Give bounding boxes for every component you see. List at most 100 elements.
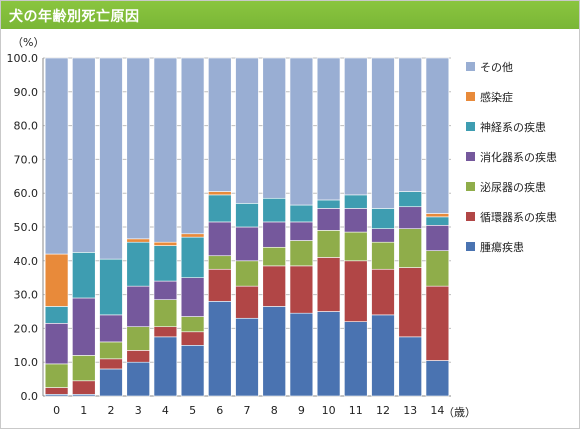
bar-segment	[262, 57, 286, 199]
legend-label: 感染症	[480, 90, 513, 104]
bar-segment	[262, 221, 286, 248]
y-tick-label: 10.0	[14, 356, 39, 369]
bar-segment	[44, 57, 69, 255]
bar-segment	[208, 301, 232, 397]
bar-segment	[99, 368, 123, 397]
legend-swatch	[466, 92, 475, 101]
bar-segment	[44, 363, 69, 388]
bar-segment	[126, 241, 150, 287]
x-tick-label: 4	[162, 404, 169, 417]
x-tick-label: 12	[376, 404, 390, 417]
bar-segment	[289, 240, 314, 267]
bar-segment	[72, 252, 96, 299]
bar-segment	[99, 258, 123, 316]
bar-segment	[208, 221, 232, 257]
bar-segment	[425, 57, 450, 214]
bar-segment	[72, 355, 96, 382]
bar-segment	[153, 336, 178, 397]
bar-segment	[316, 311, 341, 397]
bar-segment	[126, 57, 150, 240]
bar-segment	[344, 57, 368, 196]
bar-segment	[371, 208, 395, 229]
bar-segment	[99, 358, 123, 370]
bar-segment	[235, 203, 259, 228]
bar-segment	[153, 245, 178, 282]
legend-swatch	[466, 62, 475, 71]
legend-label: その他	[480, 61, 513, 74]
y-tick-label: 100.0	[7, 52, 39, 65]
bar-segment	[262, 246, 286, 267]
bar-segment	[344, 260, 368, 322]
y-tick-label: 90.0	[14, 86, 39, 99]
x-tick-label: 14	[430, 404, 444, 417]
bar-segment	[44, 306, 69, 324]
bar-segment	[126, 361, 150, 397]
bar-segment	[425, 285, 450, 361]
title-bar: 犬の年齢別死亡原因	[1, 1, 579, 29]
bar-segment	[289, 221, 314, 241]
bar-segment	[316, 257, 341, 312]
x-tick-label: 10	[322, 404, 336, 417]
x-tick-label: 11	[349, 404, 363, 417]
x-tick-label: 5	[189, 404, 196, 417]
legend-swatch	[466, 242, 475, 251]
bar-segment	[344, 231, 368, 262]
y-tick-label: 30.0	[14, 289, 39, 302]
chart-title: 犬の年齢別死亡原因	[9, 9, 140, 25]
bar-segment	[235, 226, 259, 262]
bar-segment	[180, 344, 205, 397]
bar-segment	[289, 204, 314, 223]
x-tick-label: 2	[108, 404, 115, 417]
bar-segment	[180, 331, 205, 346]
bar-segment	[398, 57, 422, 192]
y-tick-label: 80.0	[14, 120, 39, 133]
bar-segment	[316, 57, 341, 201]
bar-segment	[371, 314, 395, 397]
bar-segment	[126, 285, 150, 328]
bar-segment	[180, 57, 205, 235]
bar-segment	[398, 228, 422, 268]
bar-segment	[180, 236, 205, 279]
bar-segment	[44, 253, 69, 307]
y-axis-unit-label: （%）	[12, 36, 44, 49]
y-tick-label: 60.0	[14, 187, 39, 200]
bar-segment	[126, 350, 150, 363]
legend-swatch	[466, 122, 475, 131]
bar-segment	[72, 57, 96, 253]
bar-segment	[425, 225, 450, 251]
x-axis-unit-label: （歳）	[443, 406, 476, 419]
bar-segment	[44, 323, 69, 365]
x-tick-label: 7	[244, 404, 251, 417]
bar-segment	[99, 341, 123, 360]
bar-segment	[344, 321, 368, 397]
bar-segment	[72, 297, 96, 356]
bar-segment	[180, 316, 205, 333]
y-tick-label: 70.0	[14, 153, 39, 166]
bar-segment	[44, 387, 69, 395]
bar-segment	[235, 57, 259, 204]
bar-segment	[425, 213, 450, 218]
bar-segment	[99, 314, 123, 343]
x-tick-label: 8	[271, 404, 278, 417]
bar-segment	[344, 208, 368, 233]
bar-segment	[425, 216, 450, 226]
x-tick-label: 0	[53, 404, 60, 417]
bar-segment	[262, 197, 286, 223]
x-tick-label: 3	[135, 404, 142, 417]
bar-segment	[398, 206, 422, 229]
bar-segment	[153, 241, 178, 246]
bar-segment	[153, 57, 178, 243]
legend-label: 腫瘍疾患	[480, 240, 524, 254]
y-tick-label: 40.0	[14, 255, 39, 268]
bar-segment	[208, 268, 232, 302]
bar-segment	[371, 228, 395, 243]
bar-segment	[208, 191, 232, 196]
legend-swatch	[466, 152, 475, 161]
bar-segment	[235, 317, 259, 397]
bar-segment	[153, 299, 178, 328]
y-tick-label: 0.0	[21, 390, 39, 403]
x-tick-label: 13	[403, 404, 417, 417]
bar-segment	[262, 306, 286, 397]
bar-segment	[398, 191, 422, 208]
bar-segment	[316, 199, 341, 209]
